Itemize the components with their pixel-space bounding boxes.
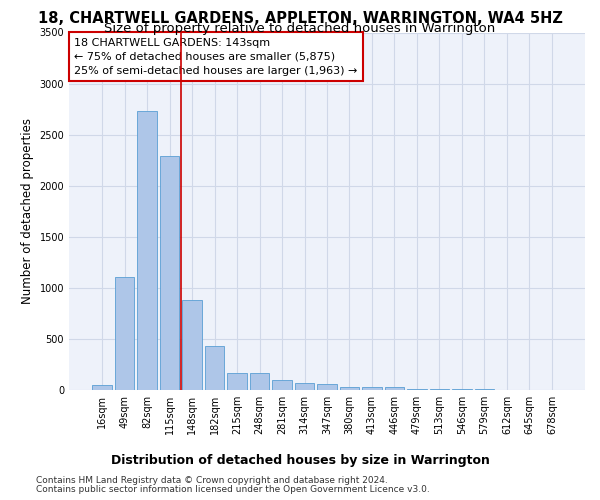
Text: 18, CHARTWELL GARDENS, APPLETON, WARRINGTON, WA4 5HZ: 18, CHARTWELL GARDENS, APPLETON, WARRING… [38,11,562,26]
Bar [227,372,247,390]
Text: Contains public sector information licensed under the Open Government Licence v3: Contains public sector information licen… [36,485,430,494]
Text: 18 CHARTWELL GARDENS: 143sqm
← 75% of detached houses are smaller (5,875)
25% of: 18 CHARTWELL GARDENS: 143sqm ← 75% of de… [74,38,358,76]
Y-axis label: Number of detached properties: Number of detached properties [21,118,34,304]
Bar [385,388,404,390]
Text: Contains HM Land Registry data © Crown copyright and database right 2024.: Contains HM Land Registry data © Crown c… [36,476,388,485]
Text: Size of property relative to detached houses in Warrington: Size of property relative to detached ho… [104,22,496,35]
Bar [160,156,179,390]
Bar [340,387,359,390]
Text: Distribution of detached houses by size in Warrington: Distribution of detached houses by size … [110,454,490,467]
Bar [115,276,134,390]
Bar [407,389,427,390]
Bar [92,385,112,390]
Bar [362,387,382,390]
Bar [250,373,269,390]
Bar [272,380,292,390]
Bar [182,300,202,390]
Bar [295,384,314,390]
Bar [317,384,337,390]
Bar [137,111,157,390]
Bar [205,346,224,390]
